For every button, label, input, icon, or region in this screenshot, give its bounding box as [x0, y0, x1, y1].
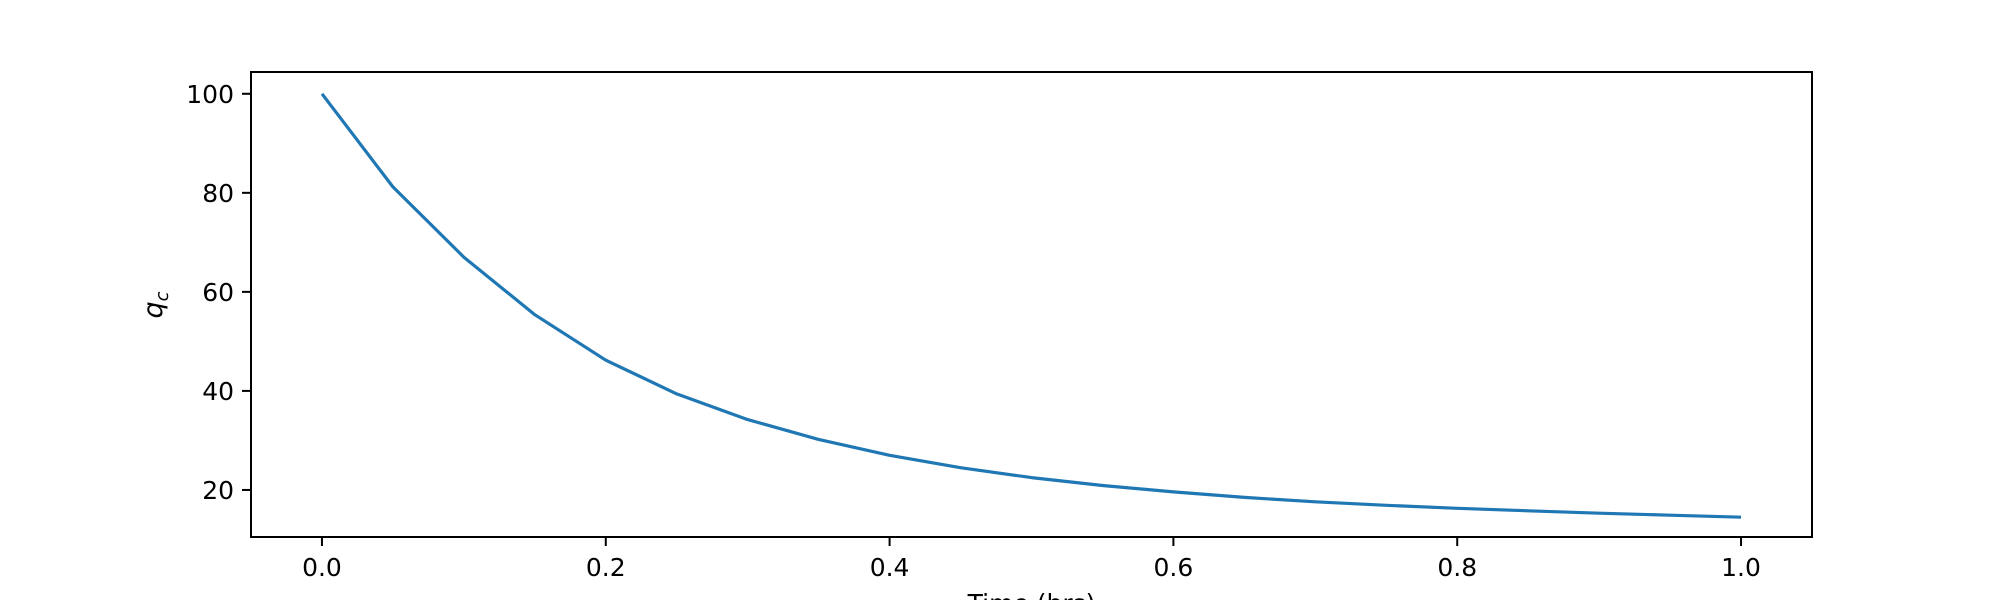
x-tick-label: 0.6: [1154, 553, 1194, 582]
x-tick-label: 0.4: [870, 553, 910, 582]
y-tick-label: 20: [202, 476, 234, 505]
y-axis-label: qc: [138, 291, 173, 318]
series-line: [320, 92, 1742, 519]
y-tick-label: 60: [202, 278, 234, 307]
y-axis-label-main: q: [138, 301, 169, 318]
x-axis-label: Time (hrs): [967, 589, 1096, 600]
y-tick-label: 100: [186, 80, 234, 109]
y-axis-label-subscript: c: [152, 291, 173, 301]
y-tick-label: 80: [202, 179, 234, 208]
x-tick-label: 0.0: [302, 553, 342, 582]
x-tick-label: 0.2: [586, 553, 626, 582]
plot-area: 0.0 0.2 0.4 0.6 0.8 1.0 20 40 60 80 100 Time (hrs) q…: [138, 71, 1813, 600]
axes-frame: [250, 71, 1813, 538]
y-tick-label: 40: [202, 377, 234, 406]
x-tick-label: 0.8: [1437, 553, 1477, 582]
x-tick-label: 1.0: [1721, 553, 1761, 582]
